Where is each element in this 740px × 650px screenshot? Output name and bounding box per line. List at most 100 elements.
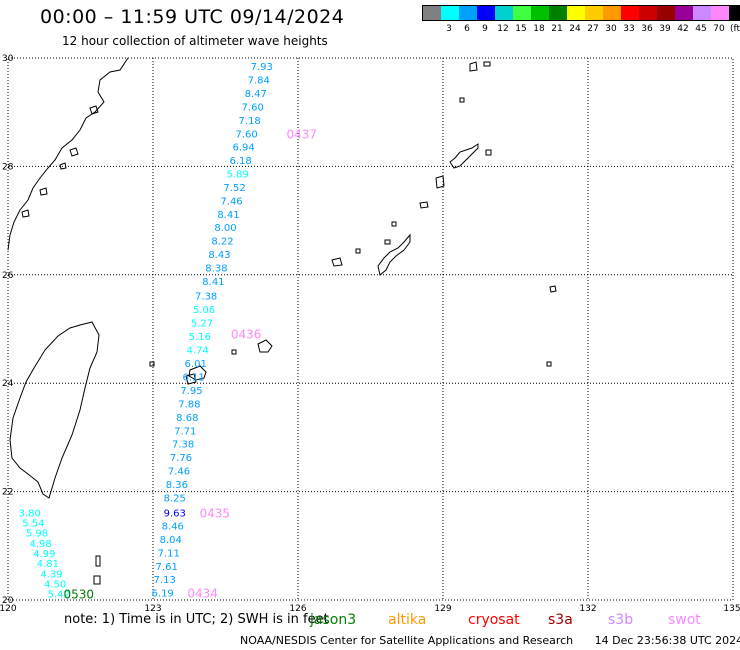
pass-time-label: 0436 (231, 327, 262, 341)
wave-height-value: 7.18 (239, 116, 261, 127)
lat-tick-label: 22 (2, 488, 13, 498)
wave-height-value: 8.46 (162, 522, 184, 533)
coastlines (7, 57, 557, 585)
wave-height-value: 7.60 (236, 129, 258, 140)
legend-swatch (459, 6, 477, 20)
legend-label: 3 (446, 24, 452, 34)
wave-height-value: 4.98 (29, 539, 51, 550)
generation-timestamp: 14 Dec 23:56:38 UTC 2024 (594, 634, 740, 647)
okinawa-coastline (377, 233, 411, 276)
legend-swatch (531, 6, 549, 20)
lon-tick-label: 135 (723, 604, 740, 614)
wave-height-value: 5.42 (48, 590, 70, 601)
legend-label: 21 (551, 24, 563, 34)
legend-label: 45 (695, 24, 707, 34)
lon-tick-label: 126 (289, 604, 306, 614)
legend-swatch (549, 6, 567, 20)
lat-tick-label: 24 (2, 379, 14, 389)
legend-label: 15 (515, 24, 527, 34)
legend-swatch (441, 6, 459, 20)
lon-tick-label: 123 (144, 604, 161, 614)
wave-height-value: 7.60 (242, 102, 264, 113)
satellite-label: altika (388, 612, 427, 628)
taiwan-coastline (9, 321, 100, 499)
altimeter-track: 9.63 8.46 8.04 7.11 7.61 7.13 6.19 0435 (152, 506, 230, 599)
legend-swatch (693, 6, 711, 20)
wave-height-value: 7.38 (195, 291, 217, 302)
pass-time-label: 0530 (63, 588, 94, 602)
wave-height-value: 8.68 (176, 413, 198, 424)
wave-height-value: 8.47 (245, 89, 267, 100)
wave-height-value: 4.99 (33, 549, 55, 560)
miyako-coastline (257, 339, 273, 353)
wave-height-value: 7.61 (156, 562, 178, 573)
altimeter-track: 7.93 7.84 8.47 7.60 7.18 7.60 6.94 6.18 5.89 7.52… (202, 62, 317, 288)
pass-time-label: 0437 (286, 127, 317, 141)
legend-swatch (585, 6, 603, 20)
lon-tick-label: 129 (434, 604, 451, 614)
wave-height-value: 9.63 (164, 508, 186, 519)
legend-swatch (423, 6, 441, 20)
wave-height-value: 7.71 (174, 426, 196, 437)
satellite-label: jason3 (310, 612, 357, 628)
wave-height-value: 4.81 (37, 559, 59, 570)
wave-height-value: 7.76 (170, 453, 192, 464)
lat-tick-label: 28 (2, 162, 14, 172)
wave-height-value: 6.01 (185, 359, 207, 370)
wave-height-value: 8.04 (160, 535, 182, 546)
map-grid (7, 57, 734, 601)
wave-height-value: 6.94 (232, 143, 254, 154)
china-islands (21, 105, 99, 218)
legend-swatch (639, 6, 657, 20)
wave-height-value: 4.39 (40, 569, 62, 580)
wave-height-value: 7.46 (220, 196, 242, 207)
legend-swatch (729, 6, 740, 20)
pass-time-label: 0434 (187, 586, 218, 600)
wave-height-value: 6.19 (152, 588, 174, 599)
lat-tick-label: 20 (2, 596, 14, 606)
satellite-label: swot (668, 612, 701, 628)
legend-swatch (567, 6, 585, 20)
wave-height-value: 8.00 (214, 223, 236, 234)
source-credit: NOAA/NESDIS Center for Satellite Applica… (240, 634, 574, 647)
legend-label: 24 (569, 24, 581, 34)
wave-height-value: 7.93 (251, 62, 273, 73)
footer: NOAA/NESDIS Center for Satellite Applica… (240, 634, 740, 647)
wave-height-value: 8.22 (211, 237, 233, 248)
legend-label: 36 (641, 24, 653, 34)
pass-time-label: 0435 (199, 506, 230, 520)
wave-height-value: 7.95 (180, 386, 202, 397)
wave-height-value: 7.88 (178, 399, 200, 410)
legend-label: 27 (587, 24, 599, 34)
satellite-label: s3b (608, 612, 634, 628)
satellite-label: cryosat (468, 612, 520, 628)
wave-height-value: 4.50 (44, 579, 66, 590)
wave-height-value: 7.46 (168, 467, 190, 478)
legend-label: 39 (659, 24, 671, 34)
iriomote-coastline (185, 373, 197, 385)
wave-height-value: 8.43 (208, 250, 230, 261)
lon-tick-label: 120 (0, 604, 17, 614)
legend-swatch (495, 6, 513, 20)
wave-height-value: 6.11 (182, 372, 204, 383)
legend-swatch (603, 6, 621, 20)
wave-height-value: 8.36 (166, 480, 188, 491)
legend-label: 42 (677, 24, 689, 34)
wave-height-value: 5.06 (193, 305, 215, 316)
wave-height-value: 8.41 (217, 210, 239, 221)
wave-height-value: 5.89 (226, 170, 248, 181)
altimeter-tracks: 7.93 7.84 8.47 7.60 7.18 7.60 6.94 6.18 5.89 7.52… (19, 62, 317, 601)
lon-tick-label: 132 (579, 604, 596, 614)
wave-height-value: 7.11 (158, 548, 180, 559)
wave-height-value: 5.54 (22, 518, 44, 529)
altimeter-track: 7.38 5.06 5.27 5.16 4.74 6.01 6.11 7.95 7.88 8.68… (164, 291, 262, 504)
map-frame (7, 57, 734, 601)
wave-height-value: 5.27 (191, 318, 213, 329)
page-subtitle: 12 hour collection of altimeter wave hei… (62, 34, 328, 48)
wave-height-value: 7.13 (154, 575, 176, 586)
wave-height-value: 7.38 (172, 440, 194, 451)
legend-label: 70 (713, 24, 725, 34)
wave-height-value: 8.25 (164, 494, 186, 505)
